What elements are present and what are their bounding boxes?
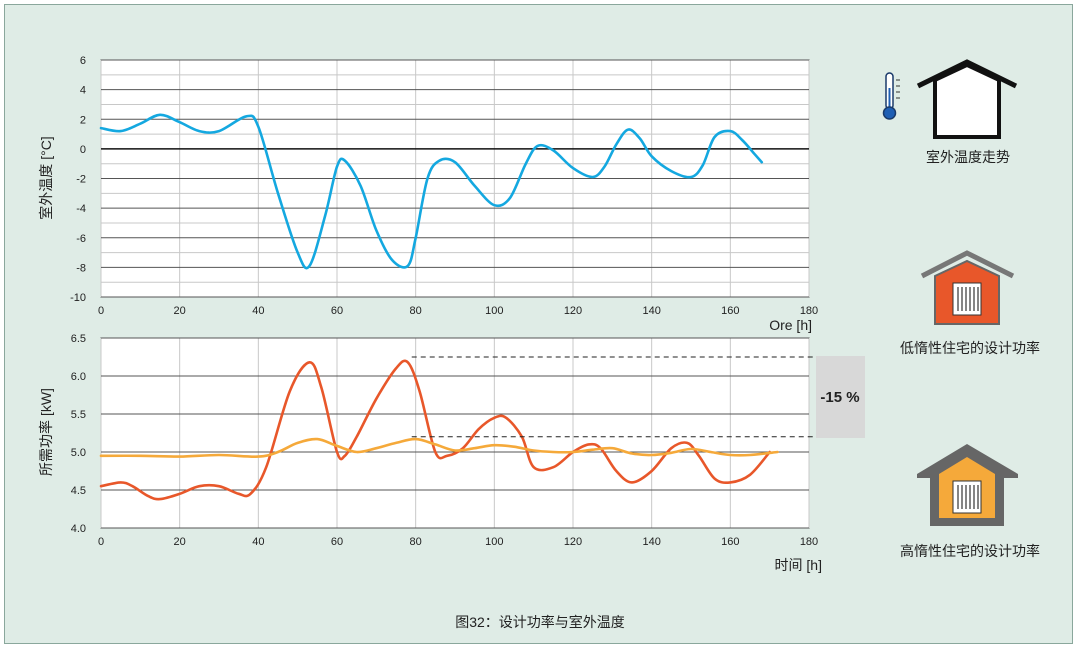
x-tick-label: 140	[642, 305, 660, 317]
x-tick-label: 140	[642, 536, 660, 548]
x-tick-label: 80	[410, 305, 422, 317]
legend-high-inertia-label: 高惰性住宅的设计功率	[900, 543, 1040, 559]
house-outline-icon	[916, 59, 1018, 139]
x-tick-label: 20	[174, 536, 186, 548]
low-inertia-power-line	[99, 359, 771, 501]
x-tick-label: 120	[564, 536, 582, 548]
x-tick-label: 120	[564, 305, 582, 317]
house-radiator-yellow-icon	[917, 444, 1018, 526]
power-x-axis-label: 时间 [h]	[775, 557, 822, 573]
power-plot-area	[100, 337, 810, 529]
y-tick-label: 6.0	[71, 371, 86, 383]
y-tick-label: 4.0	[71, 523, 86, 535]
temperature-series-line	[99, 113, 764, 270]
y-tick-label: 6.5	[71, 333, 86, 345]
thermometer-icon	[882, 72, 900, 120]
x-tick-label: 160	[721, 305, 739, 317]
y-tick-label: 4.5	[71, 485, 86, 497]
x-tick-label: 180	[800, 305, 818, 317]
percent-badge	[816, 356, 865, 438]
y-tick-label: -4	[76, 203, 86, 215]
y-tick-label: 6	[80, 55, 86, 67]
x-tick-label: 180	[800, 536, 818, 548]
percent-reduction-label: -15 %	[820, 389, 859, 406]
y-tick-label: -2	[76, 174, 86, 186]
x-tick-label: 80	[410, 536, 422, 548]
legend-outdoor-label: 室外温度走势	[926, 149, 1010, 165]
high-inertia-power-line	[99, 437, 779, 458]
legend-low-inertia-label: 低惰性住宅的设计功率	[900, 340, 1040, 356]
x-tick-label: 100	[485, 536, 503, 548]
x-tick-label: 60	[331, 305, 343, 317]
figure-caption: 图32：设计功率与室外温度	[455, 614, 625, 630]
x-tick-label: 0	[98, 305, 104, 317]
y-tick-label: 4	[80, 85, 86, 97]
y-tick-label: 2	[80, 114, 86, 126]
house-radiator-orange-icon	[920, 250, 1015, 325]
x-tick-label: 40	[252, 536, 264, 548]
x-tick-label: 100	[485, 305, 503, 317]
y-tick-label: 5.0	[71, 447, 86, 459]
x-tick-label: 40	[252, 305, 264, 317]
y-tick-label: -6	[76, 233, 86, 245]
x-tick-label: 60	[331, 536, 343, 548]
temperature-y-axis-label: 室外温度 [°C]	[38, 136, 54, 219]
temperature-x-axis-label: Ore [h]	[769, 317, 812, 333]
x-tick-label: 0	[98, 536, 104, 548]
power-y-axis-label: 所需功率 [kW]	[38, 388, 54, 476]
x-tick-label: 160	[721, 536, 739, 548]
y-tick-label: 5.5	[71, 409, 86, 421]
x-tick-label: 20	[174, 305, 186, 317]
y-tick-label: -10	[70, 292, 86, 304]
y-tick-label: 0	[80, 144, 86, 156]
power-chart: 6.5 6.0 5.5 5.0 4.5 4.0 0 20 40 60 80 100 120 140 160…	[38, 333, 865, 573]
y-tick-label: -8	[76, 262, 86, 274]
